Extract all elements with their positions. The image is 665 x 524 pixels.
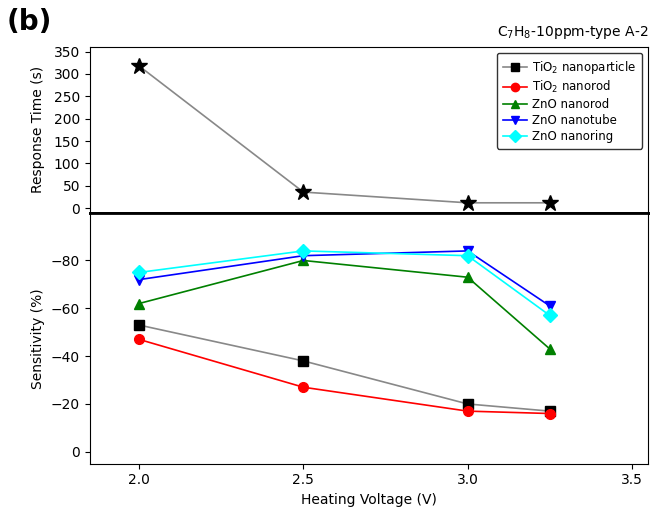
Text: (b): (b): [7, 8, 52, 36]
Legend: TiO$_2$ nanoparticle, TiO$_2$ nanorod, ZnO nanorod, ZnO nanotube, ZnO nanoring: TiO$_2$ nanoparticle, TiO$_2$ nanorod, Z…: [497, 53, 642, 149]
X-axis label: Heating Voltage (V): Heating Voltage (V): [301, 493, 437, 507]
Y-axis label: Sensitivity (%): Sensitivity (%): [31, 288, 45, 388]
Y-axis label: Response Time (s): Response Time (s): [31, 67, 45, 193]
Text: C$_7$H$_8$-10ppm-type A-2: C$_7$H$_8$-10ppm-type A-2: [497, 24, 648, 40]
